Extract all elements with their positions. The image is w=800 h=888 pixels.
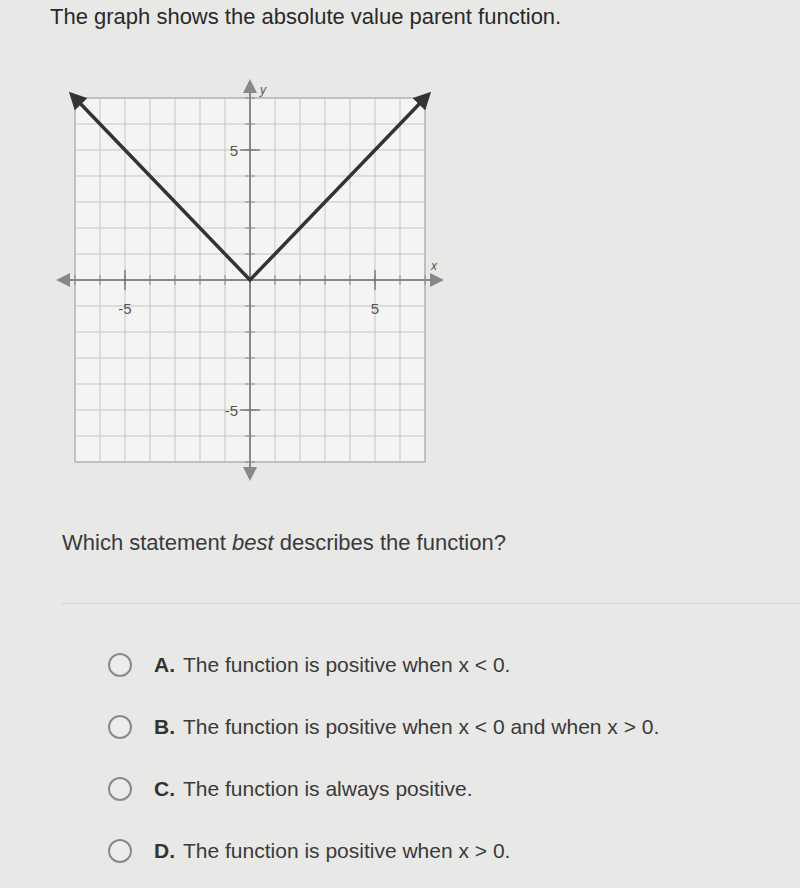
option-letter: B. (154, 715, 175, 739)
option-letter: D. (154, 839, 175, 863)
radio-button[interactable] (108, 653, 132, 677)
y-tick (240, 149, 260, 150)
heading: The graph shows the absolute value paren… (50, 4, 561, 30)
radio-button[interactable] (108, 839, 132, 863)
option-text: The function is positive when x > 0. (183, 839, 510, 863)
radio-button[interactable] (108, 777, 132, 801)
question: Which statement best describes the funct… (62, 530, 506, 556)
option[interactable]: A. The function is positive when x < 0. (108, 650, 510, 680)
option-text: The function is always positive. (183, 777, 472, 801)
chart: -5 5 -5 5 x y (0, 0, 800, 888)
option-text: The function is positive when x < 0. (183, 653, 510, 677)
separator (62, 603, 800, 604)
x-tick-label: -5 (118, 300, 131, 317)
x-tick (374, 270, 375, 290)
option[interactable]: B. The function is positive when x < 0 an… (108, 712, 659, 742)
x-tick (124, 270, 125, 290)
question-text: describes the function? (274, 530, 506, 555)
question-text: Which statement (62, 530, 232, 555)
y-axis-label: y (259, 83, 267, 97)
y-tick (240, 409, 260, 410)
function-line (75, 98, 425, 280)
grid-line (75, 410, 425, 411)
question-emphasis: best (232, 530, 274, 555)
y-tick-label: -5 (225, 402, 238, 419)
option-letter: C. (154, 777, 175, 801)
option[interactable]: C. The function is always positive. (108, 774, 472, 804)
option[interactable]: D. The function is positive when x > 0. (108, 836, 510, 866)
data-group (75, 98, 425, 280)
y-tick-label: 5 (230, 142, 238, 159)
radio-button[interactable] (108, 715, 132, 739)
x-tick-label: 5 (371, 300, 379, 317)
option-text: The function is positive when x < 0 and … (183, 715, 659, 739)
option-letter: A. (154, 653, 175, 677)
x-axis-label: x (430, 259, 438, 273)
